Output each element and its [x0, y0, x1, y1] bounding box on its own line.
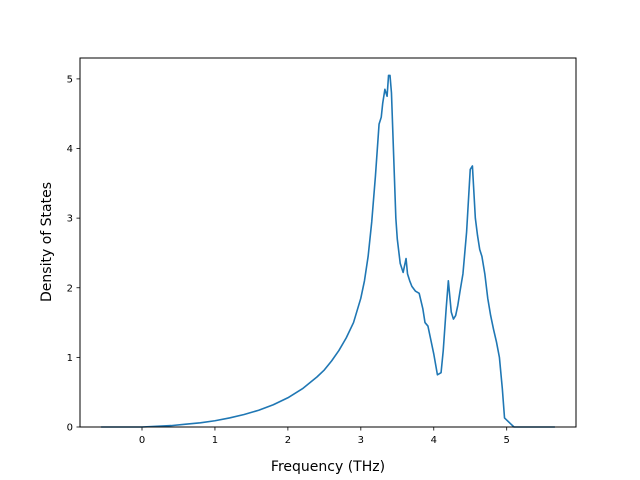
- plot-frame: [79, 57, 577, 428]
- plot-background: [80, 58, 576, 427]
- x-tick-label-0: 0: [139, 435, 145, 446]
- y-axis-label: Density of States: [39, 182, 55, 302]
- x-axis-label: Frequency (THz): [271, 459, 385, 475]
- y-tick-label-2: 2: [67, 283, 73, 294]
- y-tick-label-4: 4: [67, 144, 73, 155]
- y-tick-label-3: 3: [67, 214, 73, 225]
- y-tick-label-5: 5: [67, 74, 73, 85]
- x-tick-label-1: 1: [212, 435, 218, 446]
- y-tick-label-1: 1: [67, 353, 73, 364]
- series-layer: [101, 74, 555, 428]
- x-tick-label-4: 4: [431, 435, 437, 446]
- x-tick-label-5: 5: [504, 435, 510, 446]
- axis-ticks: 0 1 2 3 4 5 0 1 2 3 4 5: [67, 74, 510, 446]
- y-tick-label-0: 0: [67, 423, 73, 434]
- dos-series-line-0: [101, 74, 555, 428]
- x-tick-label-3: 3: [358, 435, 364, 446]
- x-tick-label-2: 2: [285, 435, 291, 446]
